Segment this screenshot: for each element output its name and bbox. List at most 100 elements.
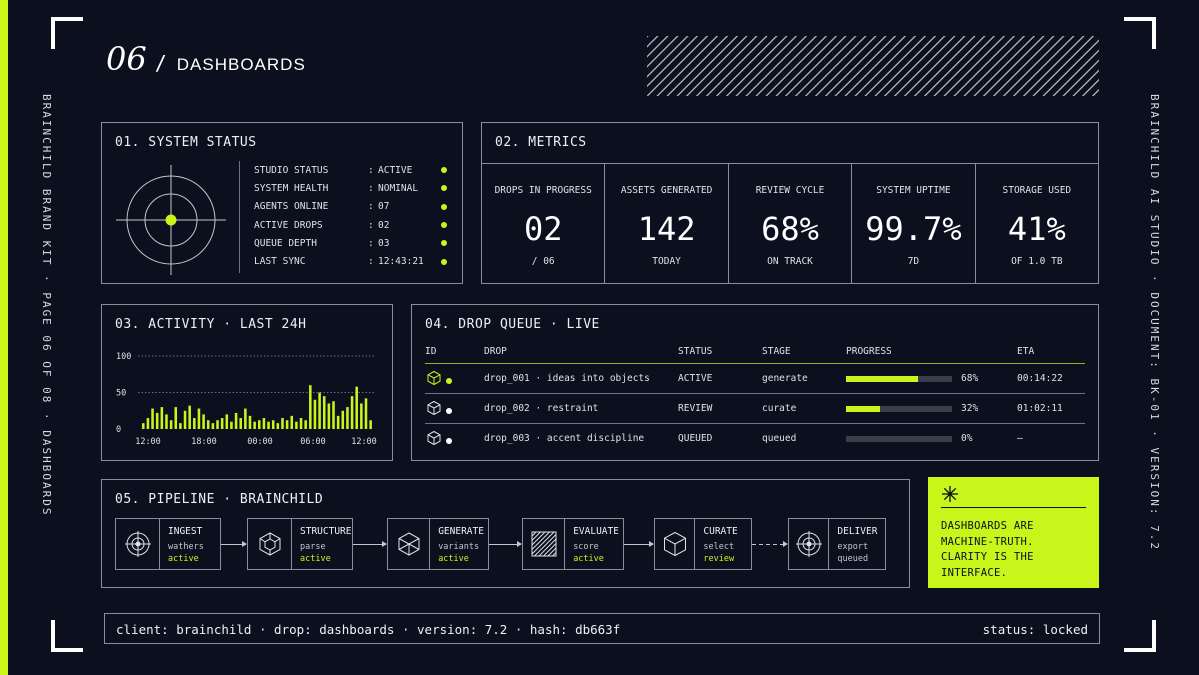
metric-card: SYSTEM UPTIME 99.7% 7D xyxy=(852,164,976,284)
col-header-id: ID xyxy=(425,346,437,357)
pipeline-title: 05. PIPELINE · BRAINCHILD xyxy=(115,492,324,507)
status-dot xyxy=(441,203,447,210)
pipeline-stage[interactable]: CURATE select review xyxy=(654,518,752,570)
page-slash: / xyxy=(154,51,167,75)
system-status-panel: 01. SYSTEM STATUS STUDIO STATUS: ACTIVE SY… xyxy=(101,122,463,284)
status-value: 02 xyxy=(378,219,390,231)
activity-bar xyxy=(230,421,233,429)
stage-text: DELIVER export queued xyxy=(829,519,885,569)
pipeline-stage[interactable]: DELIVER export queued xyxy=(788,518,886,570)
metrics-title: 02. METRICS xyxy=(495,135,587,150)
activity-bar xyxy=(322,396,326,429)
drop-status: ACTIVE xyxy=(678,373,713,384)
drop-stage: queued xyxy=(762,433,797,444)
stage-state: active xyxy=(438,554,469,564)
status-key: LAST SYNC xyxy=(254,256,306,268)
activity-bar xyxy=(216,420,219,429)
stage-icon xyxy=(655,519,696,569)
callout-line: DASHBOARDS ARE xyxy=(941,520,1034,532)
activity-bar xyxy=(165,414,168,429)
metric-sub: TODAY xyxy=(652,256,681,267)
pipeline-panel: 05. PIPELINE · BRAINCHILD INGEST wathers a… xyxy=(101,479,910,588)
stage-state: active xyxy=(573,554,604,564)
status-value: 03 xyxy=(378,237,390,249)
page-name: DASHBOARDS xyxy=(176,55,306,74)
cube-icon xyxy=(663,531,686,557)
activity-bar xyxy=(258,420,261,429)
stage-icon xyxy=(248,519,292,569)
pipeline-stage[interactable]: EVALUATE score active xyxy=(522,518,624,570)
status-dot xyxy=(441,258,447,265)
progress-label: 32% xyxy=(961,403,979,414)
status-sep: : xyxy=(368,237,374,249)
activity-bar xyxy=(262,418,266,429)
metric-sub: / 06 xyxy=(531,256,555,267)
stage-name: INGEST xyxy=(168,526,203,537)
metric-label: SYSTEM UPTIME xyxy=(876,185,951,196)
activity-bar xyxy=(309,385,312,429)
stage-icon xyxy=(388,519,431,569)
activity-bar xyxy=(332,401,335,429)
callout-line: INTERFACE. xyxy=(941,566,1008,579)
activity-bar xyxy=(253,421,256,429)
y-tick-label: 100 xyxy=(116,352,131,362)
pipeline-stage[interactable]: GENERATE variants active xyxy=(387,518,489,570)
row-icon xyxy=(426,400,442,416)
target-icon xyxy=(795,531,822,557)
row-divider xyxy=(425,423,1085,424)
pipeline-arrow xyxy=(752,541,788,547)
stage-name: STRUCTURE xyxy=(300,526,352,537)
status-key: AGENTS ONLINE xyxy=(254,201,329,213)
status-row: SYSTEM HEALTH: NOMINAL xyxy=(254,179,453,197)
hexagon-icon xyxy=(398,532,420,556)
drop-eta: 01:02:11 xyxy=(1017,403,1063,414)
drop-status: QUEUED xyxy=(678,433,713,444)
stage-text: EVALUATE score active xyxy=(565,519,623,569)
progress-label: 68% xyxy=(961,373,979,384)
status-dot xyxy=(441,222,447,229)
activity-bar xyxy=(327,403,331,429)
metric-card: ASSETS GENERATED 142 TODAY xyxy=(605,164,729,284)
activity-title: 03. ACTIVITY · LAST 24H xyxy=(115,317,307,332)
metrics-row: DROPS IN PROGRESS 02 / 06 ASSETS GENERATED 1… xyxy=(482,163,1098,284)
pipeline-arrow xyxy=(221,541,247,547)
progress-fill xyxy=(846,376,919,382)
status-value: 12:43:21 xyxy=(378,256,424,268)
activity-bar xyxy=(290,415,294,429)
target-icon xyxy=(116,165,226,275)
table-row[interactable]: drop_001 · ideas into objects ACTIVE gener… xyxy=(412,370,1098,387)
corner-mark-top-right xyxy=(1124,17,1156,49)
stage-sub: select xyxy=(703,542,735,552)
status-key: SYSTEM HEALTH xyxy=(254,182,329,194)
drop-eta: 00:14:22 xyxy=(1017,373,1063,384)
activity-bar xyxy=(318,392,321,429)
metric-card: REVIEW CYCLE 68% ON TRACK xyxy=(729,164,853,284)
metric-label: DROPS IN PROGRESS xyxy=(494,185,592,196)
activity-bar xyxy=(234,412,238,429)
activity-bar xyxy=(211,423,215,429)
status-row: STUDIO STATUS: ACTIVE xyxy=(254,161,453,179)
pipeline-stage[interactable]: INGEST wathers active xyxy=(115,518,221,570)
stage-text: INGEST wathers active xyxy=(160,519,220,569)
activity-bar xyxy=(146,418,150,429)
footer-status: status: locked xyxy=(982,622,1088,637)
row-status-dot xyxy=(446,438,452,444)
activity-bar xyxy=(341,410,345,429)
stage-text: CURATE select review xyxy=(695,519,751,569)
status-dot xyxy=(441,185,447,192)
table-row[interactable]: drop_002 · restraint REVIEW curate 32% 01:02… xyxy=(412,400,1098,417)
activity-bar xyxy=(193,418,196,429)
pipeline-stage[interactable]: STRUCTURE parse active xyxy=(247,518,353,570)
activity-bar xyxy=(271,420,275,429)
drop-name: drop_001 · ideas into objects xyxy=(484,373,650,384)
metric-value: 142 xyxy=(637,210,696,248)
side-caption-right: BRAINCHILD AI STUDIO · DOCUMENT: BK-01 ·… xyxy=(1148,94,1161,551)
x-tick-label: 06:00 xyxy=(300,437,326,447)
accent-bar xyxy=(0,0,8,675)
callout-card: DASHBOARDS ARE MACHINE-TRUTH. CLARITY IS… xyxy=(928,477,1099,588)
status-dot xyxy=(441,240,447,247)
metric-card: DROPS IN PROGRESS 02 / 06 xyxy=(482,164,606,284)
table-row[interactable]: drop_003 · accent discipline QUEUED queued… xyxy=(412,430,1098,447)
drop-status: REVIEW xyxy=(678,403,713,414)
activity-bar xyxy=(202,414,205,429)
